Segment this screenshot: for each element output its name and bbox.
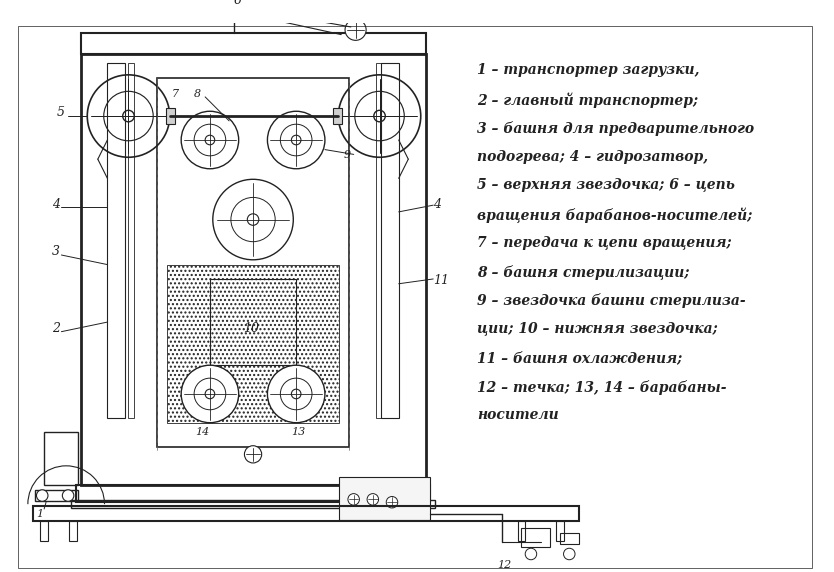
Bar xyxy=(76,485,430,502)
Circle shape xyxy=(564,548,575,560)
Circle shape xyxy=(268,112,325,169)
Text: 7: 7 xyxy=(172,89,178,99)
Circle shape xyxy=(348,494,359,505)
Text: 9 – звездочка башни стерилиза-: 9 – звездочка башни стерилиза- xyxy=(477,293,746,308)
Text: ции; 10 – нижняя звездочка;: ции; 10 – нижняя звездочка; xyxy=(477,322,718,336)
Text: 3: 3 xyxy=(52,245,60,259)
Bar xyxy=(40,522,48,541)
Circle shape xyxy=(291,389,301,399)
Text: 2 – главный транспортер;: 2 – главный транспортер; xyxy=(477,92,698,108)
Bar xyxy=(128,63,134,418)
Circle shape xyxy=(63,490,74,501)
Circle shape xyxy=(354,92,404,141)
Text: 3 – башня для предварительного: 3 – башня для предварительного xyxy=(477,121,755,136)
Bar xyxy=(212,1,279,18)
Circle shape xyxy=(194,378,226,410)
Circle shape xyxy=(37,490,48,501)
Text: 8 – башня стерилизации;: 8 – башня стерилизации; xyxy=(477,265,690,280)
Circle shape xyxy=(525,548,537,560)
Circle shape xyxy=(374,110,385,122)
Circle shape xyxy=(345,19,366,41)
Text: 6: 6 xyxy=(234,0,242,7)
Text: 7 – передача к цепи вращения;: 7 – передача к цепи вращения; xyxy=(477,236,732,250)
Circle shape xyxy=(213,179,294,260)
Circle shape xyxy=(367,494,379,505)
Bar xyxy=(34,490,78,501)
Circle shape xyxy=(268,365,325,423)
Circle shape xyxy=(194,124,226,156)
Text: 4: 4 xyxy=(433,197,441,210)
Text: 14: 14 xyxy=(195,427,210,438)
Circle shape xyxy=(123,110,134,122)
Text: носители: носители xyxy=(477,408,559,422)
Circle shape xyxy=(88,75,169,157)
Circle shape xyxy=(239,3,252,17)
Circle shape xyxy=(181,365,239,423)
Text: 11 – башня охлаждения;: 11 – башня охлаждения; xyxy=(477,351,682,365)
Text: 8: 8 xyxy=(193,89,201,99)
Circle shape xyxy=(103,92,153,141)
Text: 2: 2 xyxy=(52,322,60,335)
Bar xyxy=(381,63,399,418)
Bar xyxy=(108,63,124,418)
Text: 12 – течка; 13, 14 – барабаны-: 12 – течка; 13, 14 – барабаны- xyxy=(477,380,726,395)
Text: 10: 10 xyxy=(244,322,259,335)
Text: 5: 5 xyxy=(57,106,64,120)
Circle shape xyxy=(205,135,214,145)
Circle shape xyxy=(181,112,239,169)
Text: 12: 12 xyxy=(497,560,512,570)
Circle shape xyxy=(291,135,301,145)
Circle shape xyxy=(280,378,312,410)
Bar xyxy=(81,33,425,54)
Bar xyxy=(339,477,430,521)
Circle shape xyxy=(280,124,312,156)
Bar xyxy=(521,528,550,547)
Bar xyxy=(167,265,339,423)
Text: подогрева; 4 – гидрозатвор,: подогрева; 4 – гидрозатвор, xyxy=(477,150,708,164)
Circle shape xyxy=(339,75,420,157)
Bar xyxy=(44,432,78,485)
Text: 13: 13 xyxy=(291,427,305,438)
Circle shape xyxy=(231,197,275,242)
Text: 4: 4 xyxy=(52,197,60,210)
Text: 5 – верхняя звездочка; 6 – цепь: 5 – верхняя звездочка; 6 – цепь xyxy=(477,178,735,192)
Text: вращения барабанов-носителей;: вращения барабанов-носителей; xyxy=(477,207,752,223)
Bar xyxy=(210,279,296,365)
Bar xyxy=(518,522,525,541)
Text: 9: 9 xyxy=(344,150,351,160)
Text: 1: 1 xyxy=(37,509,43,519)
Circle shape xyxy=(244,446,262,463)
Bar xyxy=(166,108,175,124)
Circle shape xyxy=(386,496,398,508)
Bar xyxy=(560,533,579,545)
Bar xyxy=(158,78,349,447)
Bar xyxy=(556,522,564,541)
Text: 11: 11 xyxy=(433,274,450,287)
Bar xyxy=(33,506,579,522)
Bar xyxy=(81,54,425,485)
Text: 1 – транспортер загрузки,: 1 – транспортер загрузки, xyxy=(477,63,700,77)
Bar xyxy=(375,63,381,418)
Circle shape xyxy=(248,214,259,225)
Bar xyxy=(333,108,342,124)
Bar xyxy=(69,522,77,541)
Bar xyxy=(71,500,435,508)
Circle shape xyxy=(205,389,214,399)
